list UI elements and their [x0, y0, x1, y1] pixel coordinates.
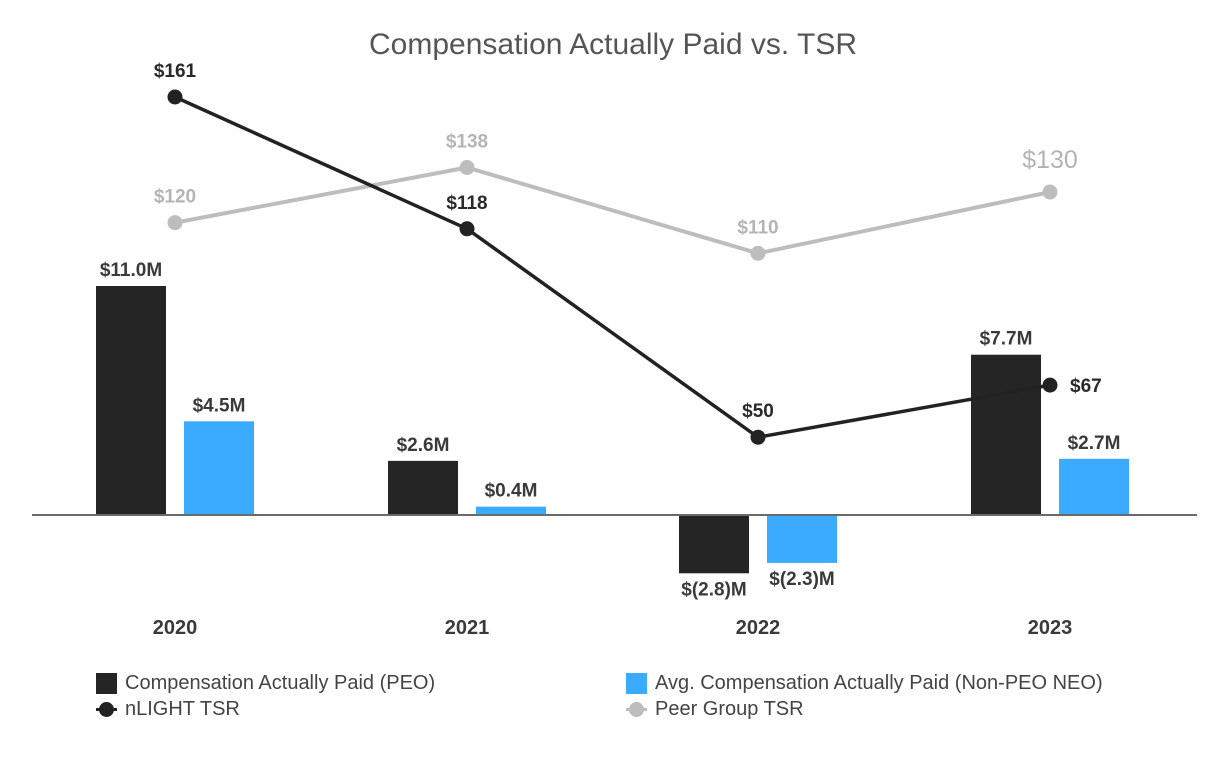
legend-item-nlight-tsr[interactable]: nLIGHT TSR: [96, 698, 240, 721]
chart-title: Compensation Actually Paid vs. TSR: [369, 28, 857, 61]
bar-label-peo-2021: $2.6M: [397, 435, 450, 456]
peer-tsr-point-2020: [167, 215, 183, 231]
peer-tsr-point-2021: [459, 160, 475, 175]
bar-label-non-peo-2022: $(2.3)M: [769, 569, 834, 590]
lines-layer: [167, 89, 1058, 445]
legend-item-peer-tsr[interactable]: Peer Group TSR: [626, 698, 804, 721]
legend-swatch-nlight-tsr: [96, 699, 117, 720]
x-tick-2021: 2021: [445, 617, 490, 639]
bar-label-non-peo-2021: $0.4M: [485, 481, 538, 502]
peer-tsr-label-2020: $120: [154, 187, 196, 208]
bar-peo-2022: [679, 515, 749, 574]
peer-tsr-label-2021: $138: [446, 132, 488, 153]
legend-item-non-peo[interactable]: Avg. Compensation Actually Paid (Non-PEO…: [626, 672, 1103, 695]
nlight-tsr-label-2021: $118: [446, 193, 487, 214]
nlight-tsr-point-2022: [750, 429, 766, 445]
peer-tsr-point-2023: [1042, 184, 1058, 200]
bar-peo-2023: [971, 354, 1041, 515]
x-tick-2023: 2023: [1028, 617, 1073, 639]
bar-label-peo-2020: $11.0M: [100, 260, 162, 281]
legend-label-peer-tsr: Peer Group TSR: [655, 698, 804, 720]
nlight-tsr-label-2022: $50: [742, 401, 774, 422]
legend-label-non-peo: Avg. Compensation Actually Paid (Non-PEO…: [655, 672, 1103, 694]
labels-layer: $11.0M $2.6M $(2.8)M $7.7M $4.5M $0.4M $(2.3)M…: [100, 61, 1121, 600]
legend-swatch-non-peo: [626, 673, 647, 694]
bar-non-peo-2022: [767, 515, 837, 563]
bar-non-peo-2020: [184, 421, 254, 515]
legend-swatch-peer-tsr: [626, 699, 647, 720]
bar-peo-2021: [388, 460, 458, 515]
bar-label-non-peo-2020: $4.5M: [193, 395, 246, 416]
nlight-tsr-point-2023: [1042, 377, 1058, 393]
nlight-tsr-line: [174, 95, 1051, 439]
peer-tsr-line: [174, 165, 1051, 256]
legend-item-peo[interactable]: Compensation Actually Paid (PEO): [96, 672, 435, 695]
nlight-tsr-point-2021: [459, 221, 475, 237]
bar-label-non-peo-2023: $2.7M: [1068, 433, 1121, 454]
x-tick-2022: 2022: [736, 617, 781, 639]
nlight-tsr-label-2020: $161: [154, 61, 197, 82]
bar-peo-2020: [96, 286, 166, 515]
bar-non-peo-2021: [476, 506, 546, 515]
nlight-tsr-label-2023: $67: [1070, 376, 1102, 397]
bar-non-peo-2023: [1059, 458, 1129, 515]
x-tick-2020: 2020: [153, 617, 198, 639]
peer-tsr-label-2022: $110: [737, 217, 778, 238]
peer-tsr-label-2023: $130: [1022, 146, 1078, 174]
legend-label-nlight-tsr: nLIGHT TSR: [125, 698, 240, 720]
nlight-tsr-point-2020: [167, 89, 183, 105]
bars-layer: [96, 286, 1129, 574]
x-axis-ticks: 2020 2021 2022 2023: [153, 617, 1073, 639]
bar-label-peo-2023: $7.7M: [980, 329, 1033, 350]
peer-tsr-point-2022: [750, 245, 766, 261]
legend: Compensation Actually Paid (PEO) Avg. Co…: [96, 672, 1196, 732]
legend-swatch-peo: [96, 673, 117, 694]
bar-label-peo-2022: $(2.8)M: [681, 579, 746, 600]
legend-label-peo: Compensation Actually Paid (PEO): [125, 672, 436, 694]
